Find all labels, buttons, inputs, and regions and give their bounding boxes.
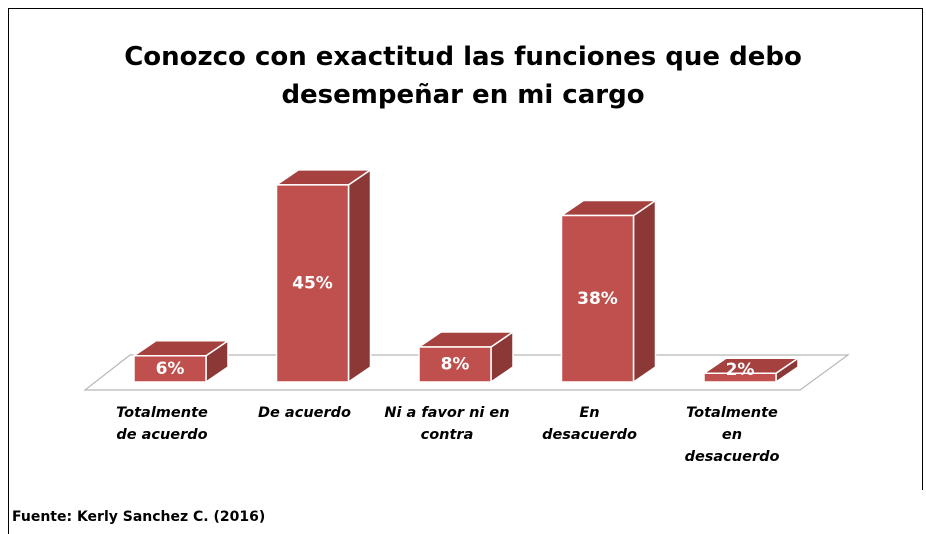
value-label: 45% <box>292 273 333 293</box>
bar-front <box>275 184 350 383</box>
x-tick-label: De acuerdo <box>258 405 351 421</box>
frame-edge <box>8 8 9 534</box>
chart-title: Conozco con exactitud las funciones que … <box>124 42 802 110</box>
bar <box>701 356 801 384</box>
bar <box>559 199 658 384</box>
bar-front <box>560 214 635 383</box>
bar-front <box>703 372 777 383</box>
value-label: 38% <box>577 289 618 309</box>
bar-side <box>632 199 657 384</box>
value-label: 8% <box>441 354 470 374</box>
x-tick-label: Ni a favor ni en contra <box>384 405 510 443</box>
bar-side <box>347 168 372 384</box>
source-note: Fuente: Kerly Sanchez C. (2016) <box>12 509 266 525</box>
bar <box>274 168 373 384</box>
value-label: 6% <box>156 359 185 379</box>
bar <box>131 339 231 384</box>
bar-front <box>133 354 207 383</box>
x-tick-label: En desacuerdo <box>542 405 637 443</box>
bar <box>416 330 516 384</box>
x-tick-label: Totalmente en desacuerdo <box>684 405 780 465</box>
x-tick-label: Totalmente de acuerdo <box>116 405 208 443</box>
bar-front <box>418 346 492 383</box>
value-label: 2% <box>726 360 755 380</box>
